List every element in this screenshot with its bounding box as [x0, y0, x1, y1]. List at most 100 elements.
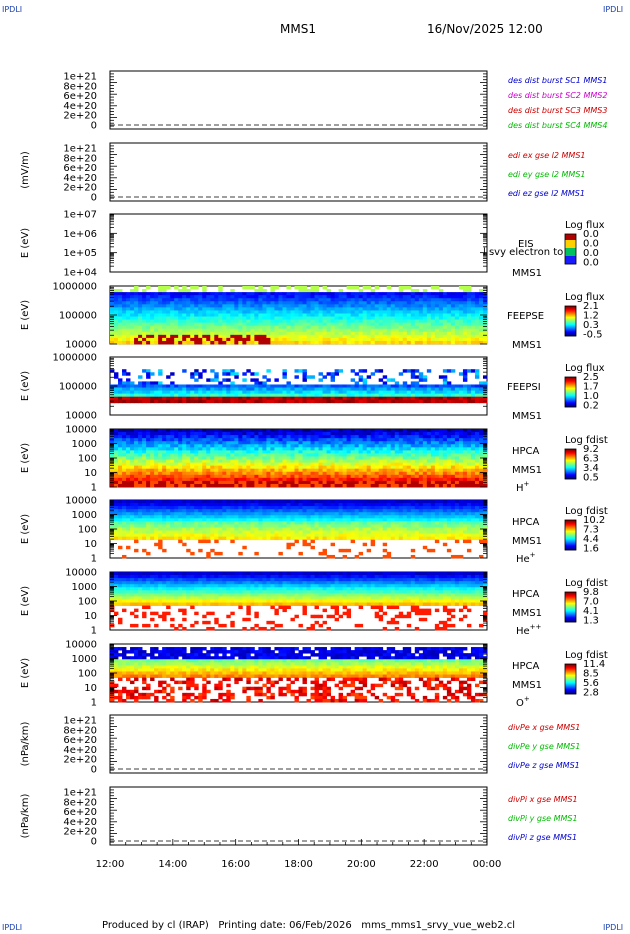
spectrogram-cell	[258, 462, 263, 467]
spectrogram-cell	[462, 432, 468, 436]
spectrogram-cell	[218, 465, 223, 470]
spectrogram-cell	[346, 453, 352, 457]
spectrogram-cell	[362, 399, 368, 404]
spectrogram-cell	[326, 328, 331, 333]
spectrogram-cell	[150, 503, 155, 507]
spectrogram-cell	[138, 387, 143, 391]
spectrogram-cell	[254, 444, 259, 448]
spectrogram-cell	[138, 304, 143, 308]
spectrogram-cell	[298, 480, 303, 485]
spectrogram-cell	[462, 304, 468, 308]
spectrogram-cell	[258, 289, 263, 293]
spectrogram-cell	[438, 307, 444, 311]
spectrogram-cell	[322, 438, 327, 442]
spectrogram-cell	[194, 325, 199, 330]
spectrogram-cell	[146, 465, 151, 470]
spectrogram-cell	[154, 450, 159, 454]
spectrogram-cell	[386, 435, 392, 439]
spectrogram-cell	[214, 429, 219, 433]
spectrogram-cell	[182, 298, 187, 302]
colorbar-segment	[565, 404, 576, 406]
spectrogram-cell	[442, 393, 448, 398]
spectrogram-cell	[134, 334, 139, 339]
spectrogram-cell	[270, 477, 275, 482]
spectrogram-cell	[326, 429, 331, 433]
spectrogram-cell	[266, 399, 271, 404]
spectrogram-cell	[138, 384, 143, 388]
spectrogram-cell	[146, 384, 151, 388]
spectrogram-cell	[330, 453, 335, 457]
spectrogram-cell	[466, 432, 472, 436]
spectrogram-cell	[138, 396, 143, 401]
spectrogram-cell	[266, 438, 271, 442]
spectrogram-cell	[414, 480, 420, 485]
spectrogram-cell	[186, 295, 191, 299]
spectrogram-cell	[162, 313, 167, 317]
spectrogram-cell	[202, 387, 207, 391]
spectrogram-cell	[118, 435, 123, 439]
spectrogram-cell	[342, 432, 348, 436]
spectrogram-cell	[222, 322, 227, 327]
spectrogram-cell	[182, 334, 187, 339]
spectrogram-cell	[170, 468, 175, 473]
spectrogram-cell	[338, 384, 344, 388]
spectrogram-cell	[114, 301, 119, 305]
spectrogram-cell	[318, 295, 323, 299]
spectrogram-cell	[266, 393, 271, 398]
spectrogram-cell	[238, 319, 243, 324]
spectrogram-cell	[474, 468, 480, 473]
spectrogram-cell	[182, 462, 187, 467]
spectrogram-cell	[390, 325, 396, 330]
spectrogram-cell	[206, 447, 211, 451]
spectrogram-cell	[398, 468, 404, 473]
spectrogram-cell	[138, 316, 143, 320]
spectrogram-cell	[482, 325, 488, 330]
spectrogram-cell	[138, 438, 143, 442]
spectrogram-cell	[162, 301, 167, 305]
spectrogram-cell	[314, 313, 319, 317]
spectrogram-cell	[350, 316, 356, 320]
spectrogram-cell	[434, 331, 440, 336]
spectrogram-cell	[434, 390, 440, 395]
spectrogram-cell	[178, 396, 183, 401]
spectrogram-cell	[118, 512, 123, 516]
spectrogram-cell	[426, 453, 432, 457]
spectrogram-cell	[402, 328, 408, 333]
spectrogram-cell	[202, 319, 207, 324]
spectrogram-cell	[234, 438, 239, 442]
spectrogram-cell	[302, 456, 307, 460]
spectrogram-cell	[210, 393, 215, 398]
spectrogram-cell	[238, 337, 243, 342]
spectrogram-cell	[294, 396, 299, 401]
spectrogram-cell	[406, 393, 412, 398]
spectrogram-cell	[450, 340, 456, 345]
spectrogram-cell	[138, 390, 143, 395]
spectrogram-cell	[366, 432, 372, 436]
spectrogram-cell	[398, 444, 404, 448]
spectrogram-cell	[290, 301, 295, 305]
spectrogram-cell	[326, 393, 331, 398]
spectrogram-cell	[286, 325, 291, 330]
spectrogram-cell	[430, 447, 436, 451]
spectrogram-cell	[270, 390, 275, 395]
spectrogram-cell	[402, 462, 408, 467]
spectrogram-cell	[242, 334, 247, 339]
spectrogram-cell	[338, 295, 344, 299]
colorbar-segment	[565, 531, 576, 533]
spectrogram-cell	[370, 462, 376, 467]
spectrogram-cell	[314, 483, 319, 488]
spectrogram-cell	[434, 453, 440, 457]
spectrogram-cell	[282, 331, 287, 336]
spectrogram-cell	[226, 471, 231, 476]
spectrogram-cell	[374, 471, 380, 476]
spectrogram-cell	[334, 468, 340, 473]
spectrogram-cell	[338, 471, 344, 476]
spectrogram-cell	[110, 316, 115, 320]
spectrogram-cell	[426, 456, 432, 460]
spectrogram-cell	[302, 474, 307, 479]
y-tick-label: 6e+20	[63, 163, 97, 174]
spectrogram-cell	[306, 432, 311, 436]
spectrogram-cell	[110, 524, 115, 528]
spectrogram-cell	[454, 396, 460, 401]
spectrogram-cell	[294, 313, 299, 317]
